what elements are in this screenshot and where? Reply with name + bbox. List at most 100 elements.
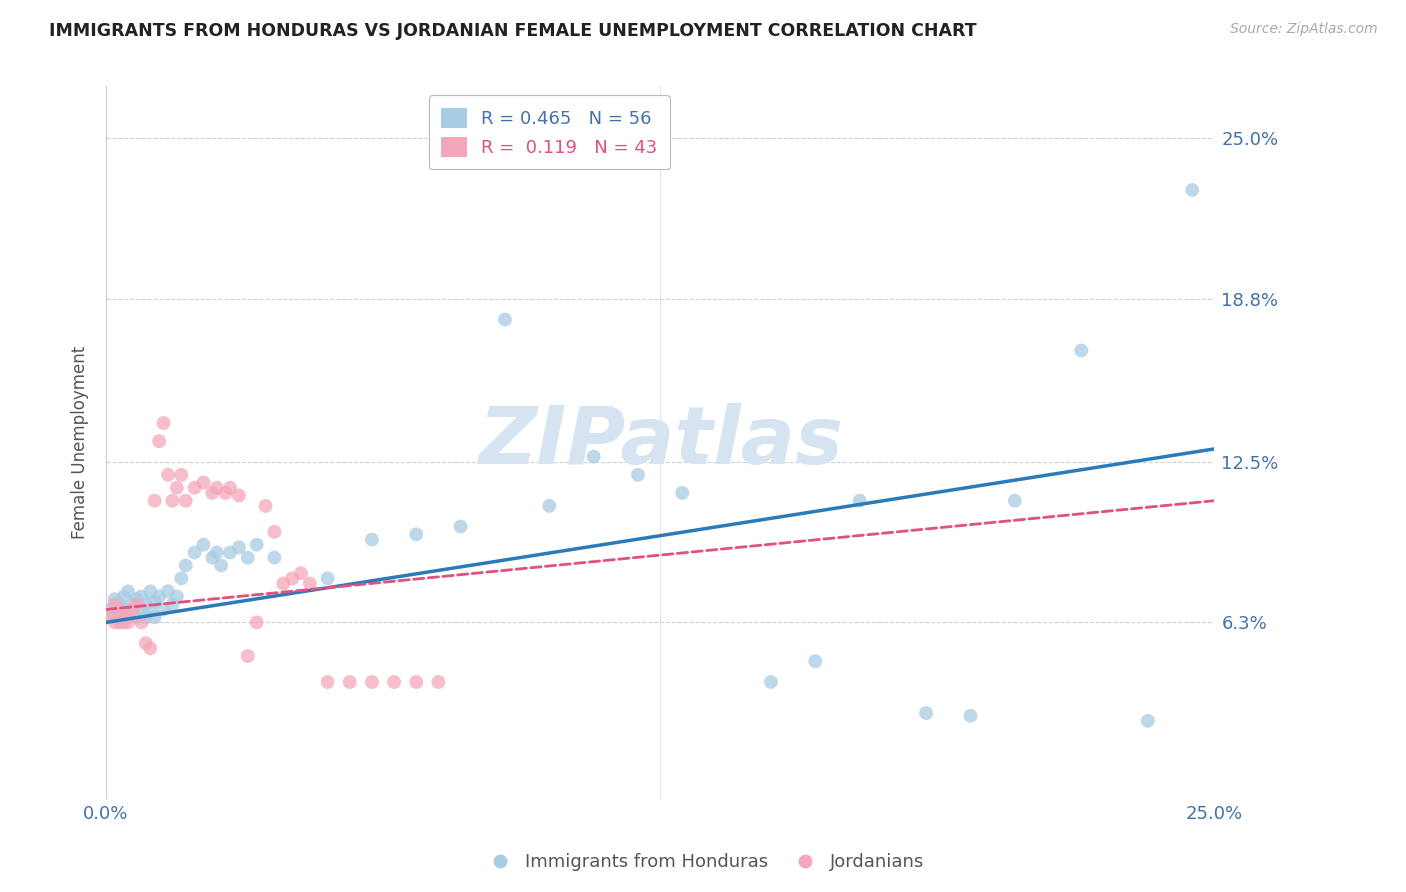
Point xyxy=(450,519,472,533)
Point xyxy=(112,590,135,604)
Point xyxy=(427,675,450,690)
Text: IMMIGRANTS FROM HONDURAS VS JORDANIAN FEMALE UNEMPLOYMENT CORRELATION CHART: IMMIGRANTS FROM HONDURAS VS JORDANIAN FE… xyxy=(49,22,977,40)
Point xyxy=(214,486,236,500)
Point xyxy=(104,615,127,630)
Point xyxy=(804,654,827,668)
Point xyxy=(219,481,242,495)
Point xyxy=(671,486,693,500)
Point xyxy=(112,615,135,630)
Point xyxy=(117,610,139,624)
Point xyxy=(125,597,148,611)
Point xyxy=(254,499,277,513)
Point xyxy=(135,597,157,611)
Point xyxy=(281,571,304,585)
Point xyxy=(201,486,224,500)
Point xyxy=(156,584,179,599)
Point xyxy=(131,615,153,630)
Point xyxy=(405,675,427,690)
Point xyxy=(205,545,228,559)
Point xyxy=(108,615,131,630)
Point xyxy=(382,675,405,690)
Point xyxy=(143,595,166,609)
Point xyxy=(183,481,205,495)
Point xyxy=(139,584,162,599)
Point xyxy=(143,610,166,624)
Point xyxy=(193,538,215,552)
Point xyxy=(1070,343,1092,358)
Point xyxy=(98,602,121,616)
Point xyxy=(339,675,361,690)
Point xyxy=(361,675,384,690)
Point xyxy=(219,545,242,559)
Point xyxy=(236,649,259,664)
Point xyxy=(117,610,139,624)
Point xyxy=(209,558,232,573)
Point xyxy=(205,481,228,495)
Point xyxy=(139,641,162,656)
Point xyxy=(298,576,321,591)
Point xyxy=(246,615,269,630)
Point xyxy=(228,541,250,555)
Point xyxy=(193,475,215,490)
Point xyxy=(121,597,143,611)
Point xyxy=(148,590,170,604)
Point xyxy=(1181,183,1204,197)
Point xyxy=(125,592,148,607)
Point xyxy=(117,584,139,599)
Point xyxy=(131,602,153,616)
Y-axis label: Female Unemployment: Female Unemployment xyxy=(72,346,89,539)
Point xyxy=(170,467,193,482)
Point xyxy=(108,602,131,616)
Text: ZIPatlas: ZIPatlas xyxy=(478,403,842,482)
Point xyxy=(361,533,384,547)
Point xyxy=(183,545,205,559)
Point xyxy=(271,576,294,591)
Point xyxy=(915,706,938,720)
Point xyxy=(135,636,157,650)
Point xyxy=(166,590,188,604)
Legend: R = 0.465   N = 56, R =  0.119   N = 43: R = 0.465 N = 56, R = 0.119 N = 43 xyxy=(429,95,669,169)
Point xyxy=(125,610,148,624)
Point xyxy=(405,527,427,541)
Legend: Immigrants from Honduras, Jordanians: Immigrants from Honduras, Jordanians xyxy=(475,847,931,879)
Point xyxy=(143,493,166,508)
Point xyxy=(848,493,870,508)
Point xyxy=(246,538,269,552)
Point xyxy=(236,550,259,565)
Point xyxy=(1136,714,1159,728)
Point xyxy=(156,467,179,482)
Point xyxy=(1004,493,1026,508)
Point xyxy=(135,610,157,624)
Point xyxy=(174,493,197,508)
Point xyxy=(98,610,121,624)
Point xyxy=(152,602,174,616)
Point xyxy=(316,675,339,690)
Point xyxy=(104,610,127,624)
Point xyxy=(582,450,605,464)
Point xyxy=(263,524,285,539)
Point xyxy=(627,467,650,482)
Point xyxy=(121,602,143,616)
Point xyxy=(174,558,197,573)
Point xyxy=(162,597,184,611)
Point xyxy=(104,592,127,607)
Point xyxy=(290,566,312,581)
Point xyxy=(131,590,153,604)
Point xyxy=(959,708,981,723)
Point xyxy=(112,610,135,624)
Point xyxy=(263,550,285,565)
Point xyxy=(112,602,135,616)
Point xyxy=(201,550,224,565)
Point xyxy=(139,602,162,616)
Point xyxy=(148,434,170,449)
Point xyxy=(104,597,127,611)
Text: Source: ZipAtlas.com: Source: ZipAtlas.com xyxy=(1230,22,1378,37)
Point xyxy=(316,571,339,585)
Point xyxy=(170,571,193,585)
Point xyxy=(162,493,184,508)
Point xyxy=(228,489,250,503)
Point xyxy=(759,675,782,690)
Point xyxy=(108,602,131,616)
Point xyxy=(121,602,143,616)
Point xyxy=(166,481,188,495)
